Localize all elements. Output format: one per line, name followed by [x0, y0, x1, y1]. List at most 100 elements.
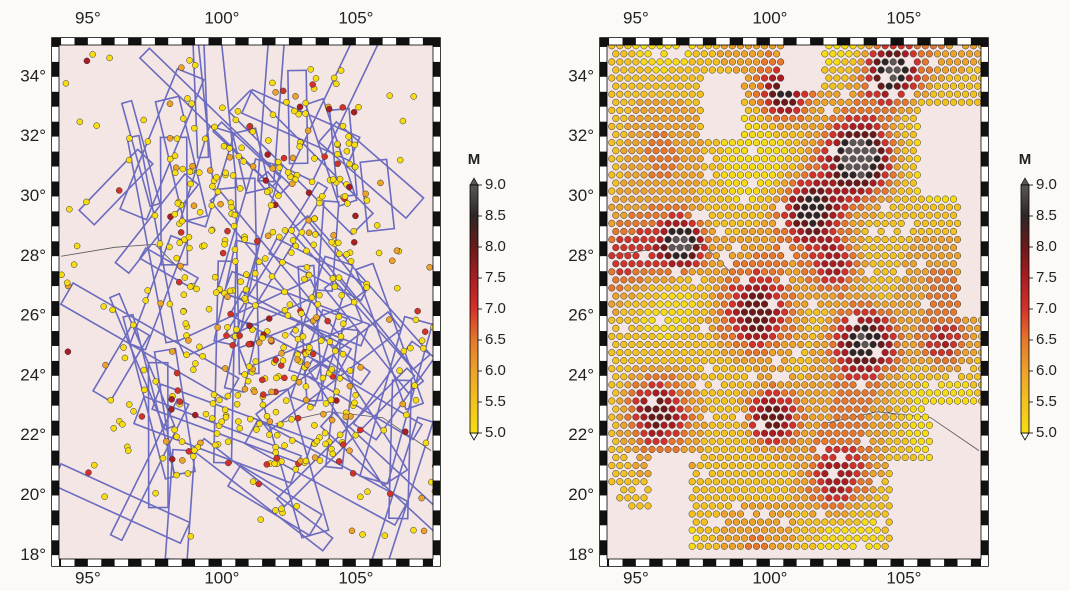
- frame-tick: [410, 38, 423, 45]
- grid-cell: [781, 164, 788, 171]
- grid-cell: [769, 414, 776, 421]
- epicenter: [126, 135, 132, 141]
- frame-tick: [433, 38, 440, 47]
- grid-cell: [685, 244, 692, 251]
- grid-cell: [906, 188, 913, 195]
- grid-cell: [729, 414, 736, 421]
- grid-cell: [769, 236, 776, 243]
- frame-tick: [433, 241, 440, 256]
- grid-cell: [665, 382, 672, 389]
- grid-cell: [665, 172, 672, 179]
- grid-cell: [886, 357, 893, 364]
- grid-cell: [930, 317, 937, 324]
- colorbar-label: 7.5: [485, 269, 506, 286]
- frame-tick: [396, 38, 409, 45]
- frame-tick: [703, 559, 716, 566]
- grid-cell: [818, 543, 825, 550]
- grid-cell: [894, 341, 901, 348]
- grid-cell: [669, 373, 676, 380]
- frame-tick: [128, 38, 141, 45]
- grid-cell: [826, 398, 833, 405]
- grid-cell: [729, 236, 736, 243]
- grid-cell: [753, 349, 760, 356]
- grid-cell: [886, 309, 893, 316]
- grid-cell: [818, 317, 825, 324]
- grid-cell: [822, 212, 829, 219]
- grid-cell: [701, 357, 708, 364]
- grid-cell: [709, 164, 716, 171]
- grid-cell: [661, 406, 668, 413]
- frame-tick: [433, 421, 440, 436]
- epicenter: [344, 251, 350, 257]
- grid-cell: [757, 99, 764, 106]
- grid-cell: [834, 91, 841, 98]
- grid-cell: [950, 260, 957, 267]
- grid-cell: [661, 309, 668, 316]
- grid-cell: [902, 260, 909, 267]
- grid-cell: [862, 277, 869, 284]
- grid-cell: [842, 446, 849, 453]
- grid-cell: [657, 414, 664, 421]
- grid-cell: [801, 398, 808, 405]
- grid-cell: [745, 478, 752, 485]
- grid-cell: [818, 172, 825, 179]
- grid-cell: [721, 333, 728, 340]
- grid-cell: [809, 107, 816, 114]
- epicenter: [318, 338, 324, 344]
- grid-cell: [886, 325, 893, 332]
- epicenter: [296, 379, 302, 385]
- frame-tick: [369, 559, 382, 566]
- grid-cell: [649, 236, 656, 243]
- grid-cell: [809, 430, 816, 437]
- grid-cell: [641, 204, 648, 211]
- grid-cell: [789, 277, 796, 284]
- grid-cell: [701, 309, 708, 316]
- grid-cell: [673, 139, 680, 146]
- grid-cell: [809, 139, 816, 146]
- grid-cell: [858, 349, 865, 356]
- grid-cell: [741, 164, 748, 171]
- epicenter: [230, 342, 236, 348]
- grid-cell: [649, 446, 656, 453]
- grid-cell: [789, 454, 796, 461]
- epicenter: [304, 362, 310, 368]
- frame-tick: [600, 38, 607, 47]
- grid-cell: [914, 204, 921, 211]
- grid-cell: [838, 373, 845, 380]
- grid-cell: [693, 325, 700, 332]
- grid-cell: [629, 422, 636, 429]
- grid-cell: [669, 406, 676, 413]
- grid-cell: [608, 252, 615, 259]
- grid-cell: [781, 390, 788, 397]
- frame-tick: [917, 38, 930, 45]
- grid-cell: [862, 244, 869, 251]
- grid-cell: [801, 495, 808, 502]
- grid-cell: [608, 382, 615, 389]
- grid-cell: [677, 67, 684, 74]
- grid-cell: [830, 438, 837, 445]
- grid-cell: [608, 365, 615, 372]
- grid-cell: [882, 527, 889, 534]
- grid-cell: [789, 406, 796, 413]
- grid-cell: [681, 301, 688, 308]
- frame-tick: [52, 271, 59, 286]
- grid-cell: [842, 301, 849, 308]
- grid-cell: [942, 293, 949, 300]
- grid-cell: [830, 357, 837, 364]
- grid-cell: [608, 107, 615, 114]
- grid-cell: [721, 446, 728, 453]
- grid-cell: [617, 317, 624, 324]
- grid-cell: [850, 59, 857, 66]
- grid-cell: [954, 59, 961, 66]
- grid-cell: [866, 107, 873, 114]
- grid-cell: [866, 430, 873, 437]
- epicenter: [265, 137, 271, 143]
- colorbar-segment: [470, 309, 478, 340]
- grid-cell: [665, 204, 672, 211]
- frame-tick: [877, 559, 890, 566]
- grid-cell: [689, 462, 696, 469]
- grid-cell: [677, 357, 684, 364]
- grid-cell: [769, 478, 776, 485]
- frame-tick: [981, 256, 988, 271]
- grid-cell: [725, 422, 732, 429]
